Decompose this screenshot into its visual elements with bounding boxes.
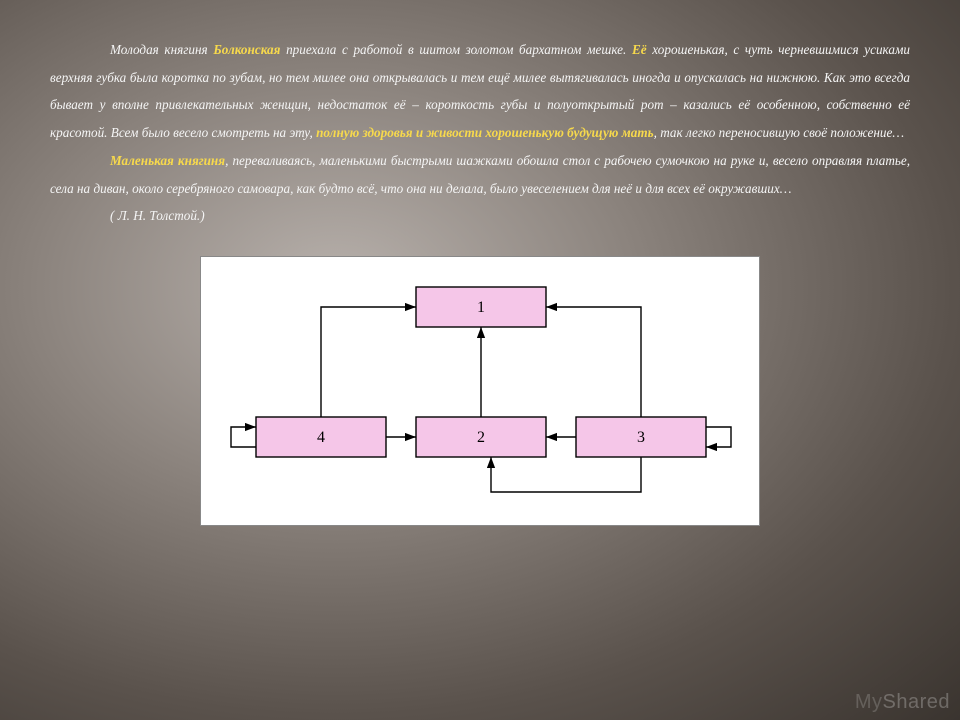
- attribution: ( Л. Н. Толстой.): [50, 202, 910, 230]
- diagram-container: 1 2 3 4: [200, 256, 760, 526]
- svg-text:4: 4: [317, 429, 325, 446]
- edge: [491, 457, 641, 492]
- edge: [231, 427, 256, 447]
- edge: [321, 307, 416, 417]
- svg-text:1: 1: [477, 299, 485, 316]
- watermark: MyShared: [855, 691, 950, 714]
- svg-text:3: 3: [637, 429, 645, 446]
- flowchart-diagram: 1 2 3 4: [201, 257, 761, 527]
- text-run: Молодая княгиня: [110, 42, 213, 57]
- text-run: , так легко переносившую своё положение…: [654, 125, 904, 140]
- svg-text:2: 2: [477, 429, 485, 446]
- watermark-my: My: [855, 691, 883, 713]
- paragraph-2: Маленькая княгиня, переваливаясь, малень…: [50, 147, 910, 202]
- edge: [706, 427, 731, 447]
- highlight-bolkonskaya: Болконская: [213, 42, 280, 57]
- edge: [546, 307, 641, 417]
- node-3: 3: [576, 417, 706, 457]
- node-2: 2: [416, 417, 546, 457]
- node-4: 4: [256, 417, 386, 457]
- highlight-eyo: Её: [632, 42, 647, 57]
- paragraph-1: Молодая княгиня Болконская приехала с ра…: [50, 36, 910, 147]
- watermark-shared: Shared: [883, 691, 951, 713]
- node-1: 1: [416, 287, 546, 327]
- highlight-mother: полную здоровья и живости хорошенькую бу…: [316, 125, 654, 140]
- text-run: приехала с работой в шитом золотом барха…: [280, 42, 632, 57]
- literary-text: Молодая княгиня Болконская приехала с ра…: [0, 0, 960, 240]
- highlight-knyaginya: Маленькая княгиня: [110, 153, 225, 168]
